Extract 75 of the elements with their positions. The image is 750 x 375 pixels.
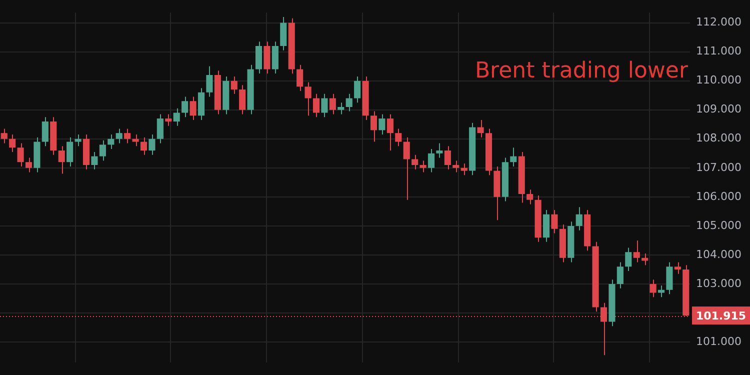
y-tick-label: 110.000 — [696, 74, 742, 87]
candlestick — [444, 146, 451, 170]
candlestick — [633, 240, 640, 263]
candlestick — [173, 108, 180, 126]
candlestick — [264, 41, 270, 74]
candlestick — [370, 110, 378, 142]
candlestick — [403, 136, 410, 200]
candlestick — [42, 116, 48, 147]
y-tick-label: 109.000 — [696, 102, 742, 116]
candlestick — [182, 96, 188, 118]
candlestick — [412, 154, 418, 170]
annotation: Brent trading lower — [474, 58, 689, 84]
candlestick — [0, 128, 8, 144]
candlestick — [140, 136, 148, 156]
y-tick-label: 108.000 — [696, 132, 742, 145]
y-tick-label: 105.000 — [696, 218, 742, 232]
candlestick — [346, 93, 352, 112]
candlestick — [452, 160, 460, 173]
candlestick — [551, 210, 558, 234]
candlestick — [198, 88, 205, 121]
y-tick-label: 101.000 — [696, 334, 742, 348]
candlestick — [148, 134, 156, 156]
candlestick — [108, 134, 114, 150]
ref-line-label: 101.915 — [696, 309, 746, 322]
y-tick-label: 112.000 — [696, 16, 742, 29]
candlestick — [386, 114, 394, 151]
candlestick — [91, 151, 98, 170]
y-tick-label: 106.000 — [696, 190, 742, 203]
candlestick — [354, 76, 361, 104]
candlestick — [272, 41, 278, 74]
candlestick — [124, 128, 131, 144]
candlestick — [255, 41, 262, 74]
candlestick — [66, 136, 74, 167]
candlestick — [625, 247, 632, 272]
candlestick — [338, 102, 344, 115]
candlestick — [395, 128, 402, 147]
y-tick-label: 107.000 — [696, 160, 742, 174]
candlestick — [542, 210, 550, 242]
candlestick — [17, 142, 24, 167]
candlestick — [378, 114, 386, 136]
candlestick — [576, 206, 582, 231]
y-tick-label: 103.000 — [696, 276, 742, 290]
candlestick — [420, 160, 426, 173]
candlestick — [239, 84, 246, 115]
candlestick — [674, 262, 681, 274]
candlestick — [296, 64, 304, 92]
y-tick-label: 104.000 — [696, 248, 742, 261]
candlestick — [132, 134, 139, 147]
candlestick — [666, 262, 673, 295]
candlestick — [156, 114, 164, 144]
candlestick — [329, 93, 336, 115]
candlestick — [304, 82, 312, 116]
candlestick — [116, 128, 122, 144]
candlestick — [74, 134, 82, 147]
candlestick — [230, 76, 238, 94]
candlestick — [436, 142, 443, 158]
candlestick — [9, 134, 16, 152]
y-tick-label: 111.000 — [696, 44, 742, 58]
candlestick — [321, 93, 328, 118]
candlestick — [650, 279, 656, 298]
candlestick — [280, 16, 287, 51]
candlestick — [510, 147, 517, 167]
candlestick — [25, 157, 32, 173]
candlestick — [477, 120, 484, 138]
candlestick — [312, 93, 320, 118]
candlestick — [616, 262, 624, 289]
candlestick — [460, 163, 468, 176]
candlestick — [428, 148, 435, 173]
candlestick — [206, 66, 213, 98]
candlestick — [642, 253, 648, 266]
candlestick — [99, 140, 106, 162]
candlestick — [58, 146, 65, 174]
candlestick — [165, 114, 172, 126]
candlestick — [190, 96, 196, 121]
candlestick — [526, 189, 534, 205]
